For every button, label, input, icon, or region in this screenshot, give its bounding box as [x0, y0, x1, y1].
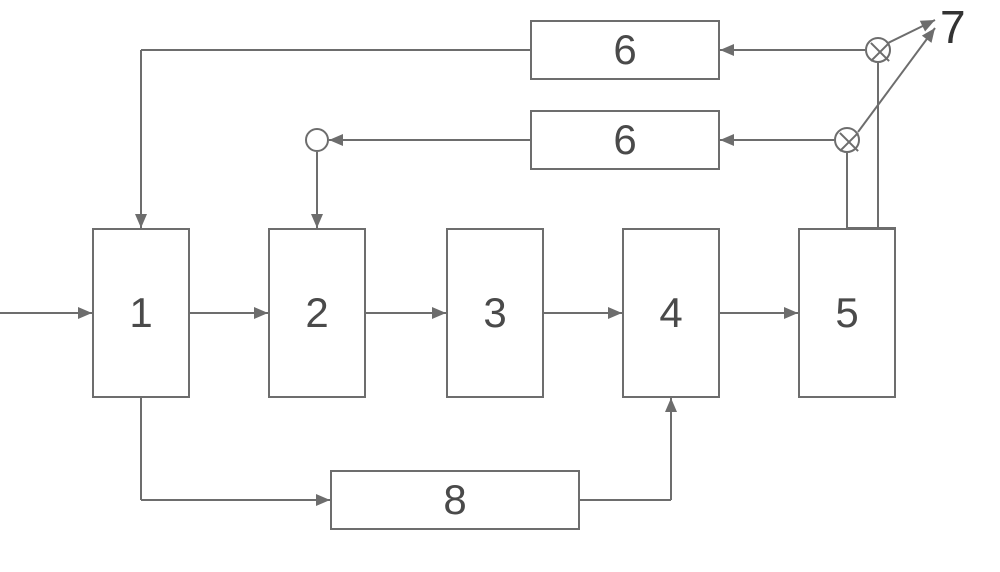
edge-arrow [254, 307, 268, 319]
edge-arrow [720, 44, 734, 56]
block-label: 2 [305, 292, 328, 334]
edge-arrow [432, 307, 446, 319]
junction-cross-icon [836, 129, 862, 155]
annotation-7: 7 [940, 0, 966, 54]
block-b8: 8 [330, 470, 580, 530]
diagram-stage: 1 2 3 4 5 6 6 8 7 [0, 0, 1000, 572]
edge-arrow [135, 214, 147, 228]
block-b1: 1 [92, 228, 190, 398]
edge-seg [888, 20, 935, 43]
edge-arrow [608, 307, 622, 319]
edge-arrow [311, 214, 323, 228]
block-label: 6 [613, 119, 636, 161]
block-label: 6 [613, 29, 636, 71]
junction-j_x_bot [834, 127, 860, 153]
edge-arrow [316, 494, 330, 506]
block-b5: 5 [798, 228, 896, 398]
edge-arrow [720, 134, 734, 146]
block-label: 8 [443, 479, 466, 521]
block-b6a: 6 [530, 20, 720, 80]
edge-arrow [329, 134, 343, 146]
junction-j_x_top [865, 37, 891, 63]
block-b2: 2 [268, 228, 366, 398]
block-label: 1 [129, 292, 152, 334]
block-b6b: 6 [530, 110, 720, 170]
edge-arrow [78, 307, 92, 319]
block-b3: 3 [446, 228, 544, 398]
edge-arrow [784, 307, 798, 319]
edge-arrow [922, 28, 935, 43]
block-label: 5 [835, 292, 858, 334]
block-label: 3 [483, 292, 506, 334]
junction-j_sum [305, 128, 329, 152]
block-b4: 4 [622, 228, 720, 398]
block-label: 4 [659, 292, 682, 334]
junction-cross-icon [867, 39, 893, 65]
edge-arrow [665, 398, 677, 412]
edge-arrow [920, 20, 935, 32]
